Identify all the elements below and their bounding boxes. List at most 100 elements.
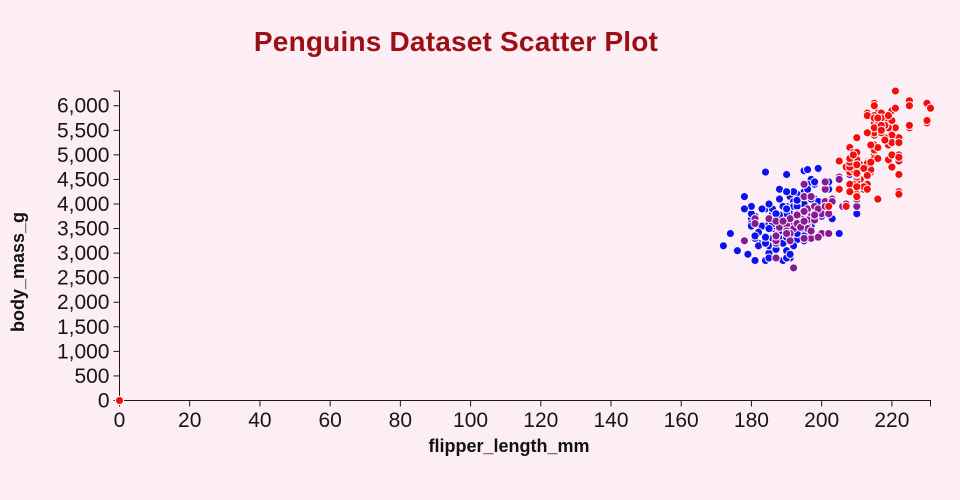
data-point xyxy=(820,177,830,187)
data-point xyxy=(739,236,750,246)
data-point xyxy=(760,167,771,177)
data-point xyxy=(894,152,904,162)
data-point xyxy=(852,160,862,170)
data-point xyxy=(732,246,743,256)
data-point xyxy=(806,226,816,236)
data-point xyxy=(834,174,844,185)
y-tick-label: 2,500 xyxy=(57,267,110,290)
data-point xyxy=(778,216,788,226)
data-point xyxy=(866,140,876,150)
y-tick-label: 2,000 xyxy=(57,291,110,314)
y-tick-label: 500 xyxy=(74,365,109,388)
y-axis-title: body_mass_g xyxy=(8,212,28,332)
data-point xyxy=(869,101,879,111)
points-red xyxy=(114,86,936,406)
data-point xyxy=(799,216,809,226)
data-point xyxy=(718,241,729,251)
data-point xyxy=(799,179,809,189)
data-point xyxy=(894,169,904,180)
data-point xyxy=(873,194,883,204)
data-point xyxy=(785,236,795,246)
data-point xyxy=(743,249,753,259)
data-point xyxy=(750,218,760,229)
data-point xyxy=(876,125,886,135)
y-tick-label: 5,500 xyxy=(57,119,110,142)
x-axis: 0 20 40 60 80 100 120 140 160 180 200 220 xyxy=(114,400,931,432)
x-tick-label: 0 xyxy=(114,409,126,432)
data-point xyxy=(809,177,820,187)
data-point xyxy=(852,133,862,143)
y-tick-label: 5,000 xyxy=(57,144,110,167)
x-tick-label: 20 xyxy=(178,409,201,432)
data-point xyxy=(114,395,125,406)
x-tick-label: 160 xyxy=(664,409,699,432)
x-axis-title: flipper_length_mm xyxy=(428,436,589,456)
data-point xyxy=(862,184,872,194)
data-point xyxy=(813,163,823,174)
data-point xyxy=(894,189,904,199)
data-point xyxy=(824,201,834,212)
y-tick-label: 4,500 xyxy=(57,168,110,191)
x-tick-label: 80 xyxy=(389,409,412,432)
data-point xyxy=(862,170,872,181)
data-point xyxy=(788,263,799,273)
data-point xyxy=(862,128,872,138)
data-point xyxy=(887,162,897,172)
data-point xyxy=(841,201,851,212)
data-point xyxy=(764,223,774,234)
data-point xyxy=(771,253,781,263)
data-point xyxy=(760,232,771,242)
y-axis: 05001,0001,5002,0002,5003,0003,5004,0004… xyxy=(57,90,120,413)
y-tick-label: 0 xyxy=(98,390,110,413)
data-point xyxy=(834,228,844,239)
data-point xyxy=(781,187,792,197)
data-point xyxy=(809,210,820,220)
data-point xyxy=(925,103,936,113)
x-tick-label: 140 xyxy=(593,409,628,432)
data-point xyxy=(781,169,792,180)
x-tick-label: 120 xyxy=(523,409,558,432)
data-point xyxy=(894,137,904,148)
data-point xyxy=(852,191,862,202)
data-point xyxy=(785,249,795,259)
x-tick-label: 100 xyxy=(453,409,488,432)
data-point xyxy=(852,182,862,192)
data-point xyxy=(880,135,890,145)
y-tick-label: 3,500 xyxy=(57,218,110,241)
y-tick-label: 3,000 xyxy=(57,242,110,265)
data-point xyxy=(873,113,883,123)
data-point xyxy=(739,191,750,202)
points-blue xyxy=(114,163,862,406)
data-point xyxy=(781,204,792,214)
points-purple xyxy=(739,160,869,273)
data-point xyxy=(922,115,932,126)
data-point xyxy=(750,255,760,266)
data-point xyxy=(904,120,915,131)
data-point xyxy=(739,204,750,214)
data-point xyxy=(866,157,876,167)
data-point xyxy=(883,110,894,121)
y-tick-label: 1,000 xyxy=(57,340,110,363)
data-point xyxy=(757,204,767,214)
data-point xyxy=(890,103,901,113)
data-point xyxy=(848,150,858,160)
data-point xyxy=(904,101,915,111)
data-point xyxy=(802,164,813,175)
data-point xyxy=(774,194,785,204)
data-point xyxy=(750,231,760,241)
data-point xyxy=(845,187,855,197)
data-point xyxy=(764,199,774,209)
x-tick-label: 40 xyxy=(248,409,271,432)
x-tick-label: 180 xyxy=(734,409,769,432)
data-point xyxy=(781,228,792,239)
data-point xyxy=(890,86,901,96)
y-tick-label: 4,000 xyxy=(57,193,110,216)
data-point xyxy=(834,156,844,166)
y-tick-label: 6,000 xyxy=(57,95,110,118)
data-point xyxy=(799,233,809,244)
data-point xyxy=(725,228,736,239)
data-point xyxy=(834,184,844,194)
y-tick-label: 1,500 xyxy=(57,316,110,339)
chart-title: Penguins Dataset Scatter Plot xyxy=(253,26,659,57)
